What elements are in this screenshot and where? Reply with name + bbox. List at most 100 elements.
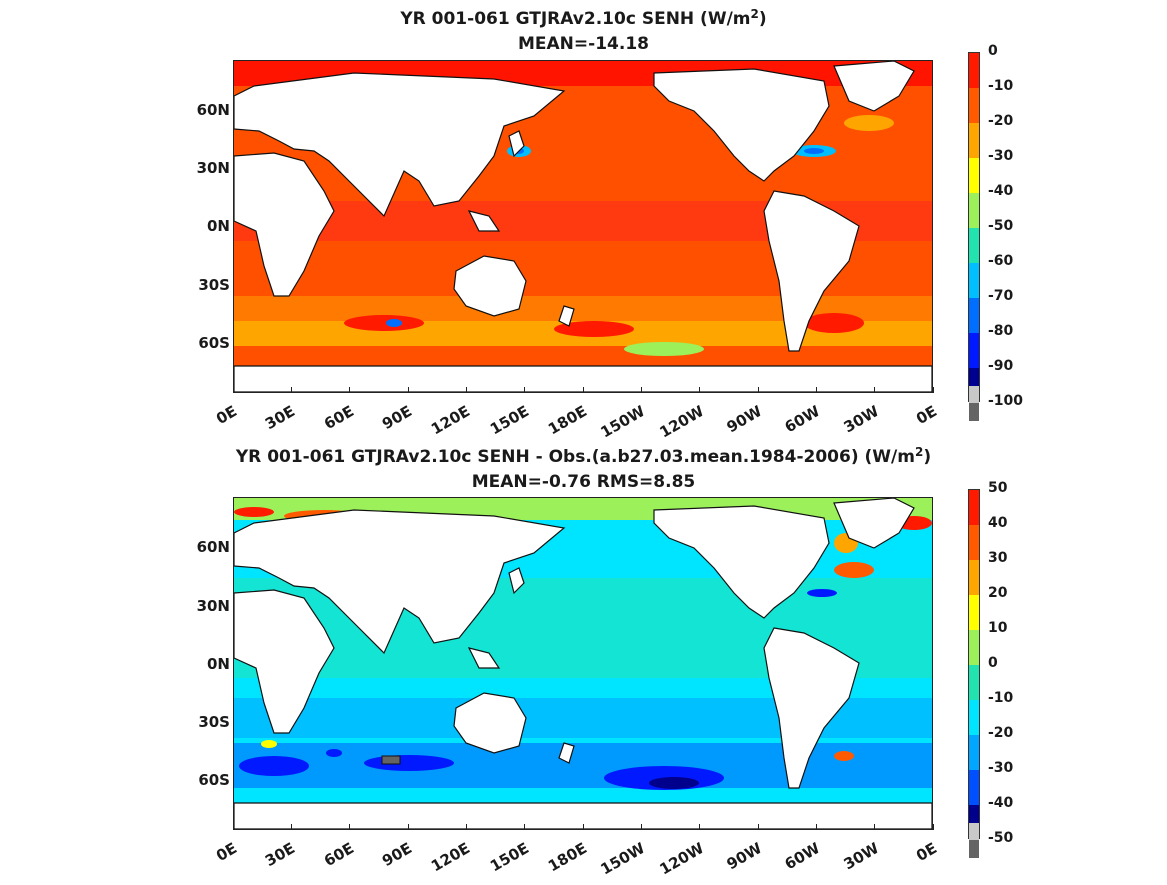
colorbar-label: -30 [988, 148, 1014, 164]
lon-tick [582, 387, 584, 393]
lat-label: 60N [196, 101, 230, 119]
map-panel-2 [233, 497, 933, 830]
colorbar-label: -80 [988, 323, 1014, 339]
colorbar-label: -10 [988, 78, 1014, 94]
lon-label: 180E [545, 402, 590, 439]
colorbar-segment [969, 263, 979, 298]
lon-tick [757, 387, 759, 393]
colorbar-segment [969, 193, 979, 228]
colorbar-label: 30 [988, 550, 1008, 566]
lat-label: 0N [207, 655, 230, 673]
colorbar-segment [969, 403, 979, 421]
lon-label: 30W [840, 402, 882, 437]
lon-tick [407, 824, 409, 830]
lon-label: 120E [428, 402, 474, 439]
panel1-subtitle: MEAN=-14.18 [518, 34, 649, 54]
colorbar-segment [969, 333, 979, 368]
lon-tick [815, 824, 817, 830]
lon-label: 150W [597, 402, 649, 442]
colorbar-label: -60 [988, 253, 1014, 269]
lat-label: 30S [198, 276, 230, 294]
lat-label: 30N [196, 597, 230, 615]
colorbar-2 [968, 489, 980, 858]
colorbar-label: 10 [988, 620, 1008, 636]
colorbar-segment [969, 490, 979, 525]
lon-label: 150E [486, 402, 532, 439]
lon-label: 0E [213, 839, 240, 865]
lon-tick [290, 824, 292, 830]
lat-label: 60S [198, 334, 230, 352]
colorbar-label: -20 [988, 725, 1014, 741]
lon-tick [465, 824, 467, 830]
lon-tick [232, 387, 234, 393]
colorbar-segment [969, 368, 979, 386]
colorbar-label: -50 [988, 218, 1014, 234]
colorbar-segment [969, 88, 979, 123]
colorbar-segment [969, 53, 979, 88]
colorbar-segment [969, 560, 979, 595]
map-panel-1 [233, 60, 933, 393]
lon-label: 0E [913, 402, 940, 428]
colorbar-label: 0 [988, 655, 998, 671]
lon-tick [874, 387, 876, 393]
lon-label: 120W [656, 402, 707, 442]
lon-label: 150E [486, 839, 532, 876]
colorbar-label: -100 [988, 393, 1024, 409]
lon-label: 60E [320, 839, 357, 871]
lon-tick [640, 824, 642, 830]
lon-tick [932, 824, 934, 830]
colorbar-label: -20 [988, 113, 1014, 129]
colorbar-label: -70 [988, 288, 1014, 304]
colorbar-segment [969, 630, 979, 665]
colorbar-segment [969, 805, 979, 823]
lat-label: 30S [198, 713, 230, 731]
lon-tick [290, 387, 292, 393]
lon-tick [524, 387, 526, 393]
colorbar-1 [968, 52, 980, 421]
lon-label: 30E [262, 839, 299, 871]
lon-label: 90E [379, 402, 415, 434]
lon-label: 90E [379, 839, 415, 871]
lon-label: 90W [723, 839, 765, 874]
lon-label: 150W [597, 839, 649, 879]
lon-label: 90W [723, 402, 765, 437]
lon-tick [815, 387, 817, 393]
colorbar-label: -40 [988, 183, 1014, 199]
colorbar-segment [969, 123, 979, 158]
lon-label: 120E [428, 839, 474, 876]
colorbar-segment [969, 735, 979, 770]
lon-tick [699, 387, 701, 393]
lon-label: 0E [213, 402, 240, 428]
colorbar-segment [969, 228, 979, 263]
colorbar-segment [969, 840, 979, 858]
colorbar-label: -90 [988, 358, 1014, 374]
lon-tick [874, 824, 876, 830]
colorbar-label: -30 [988, 760, 1014, 776]
colorbar-label: 50 [988, 480, 1008, 496]
lat-label: 60N [196, 538, 230, 556]
panel2-title: YR 001-061 GTJRAv2.10c SENH - Obs.(a.b27… [235, 445, 932, 467]
lon-tick [232, 824, 234, 830]
colorbar-label: -50 [988, 830, 1014, 846]
lon-label: 30E [262, 402, 299, 434]
panel2-subtitle: MEAN=-0.76 RMS=8.85 [471, 472, 696, 492]
lon-label: 120W [656, 839, 707, 879]
lat-label: 30N [196, 159, 230, 177]
colorbar-segment [969, 158, 979, 193]
colorbar-segment [969, 298, 979, 333]
lon-label: 60E [320, 402, 357, 434]
colorbar-segment [969, 525, 979, 560]
lon-tick [699, 824, 701, 830]
lat-label: 60S [198, 771, 230, 789]
lon-tick [932, 387, 934, 393]
lat-label: 0N [207, 217, 230, 235]
lon-tick [582, 824, 584, 830]
colorbar-label: 40 [988, 515, 1008, 531]
lon-label: 180E [545, 839, 590, 876]
colorbar-segment [969, 822, 979, 840]
lon-tick [407, 387, 409, 393]
lon-tick [640, 387, 642, 393]
colorbar-segment [969, 385, 979, 403]
lon-label: 60W [781, 402, 824, 437]
lon-tick [349, 387, 351, 393]
